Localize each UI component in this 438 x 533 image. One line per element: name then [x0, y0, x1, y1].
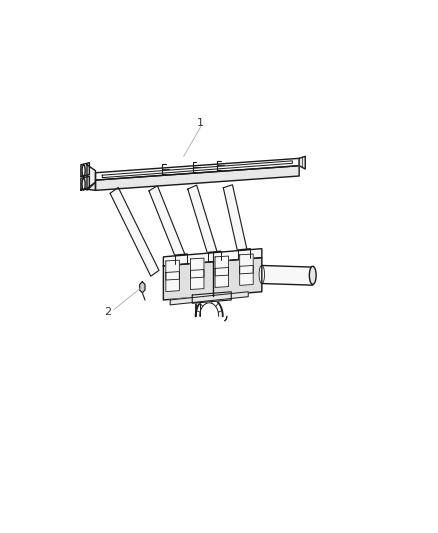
Polygon shape [192, 292, 231, 303]
Polygon shape [170, 292, 248, 305]
Polygon shape [191, 270, 204, 289]
Polygon shape [163, 257, 262, 300]
Polygon shape [140, 281, 145, 293]
Polygon shape [166, 260, 180, 280]
Text: 2: 2 [104, 307, 111, 317]
Polygon shape [215, 268, 229, 287]
Ellipse shape [259, 265, 265, 284]
Ellipse shape [309, 266, 316, 284]
Polygon shape [95, 158, 299, 180]
Polygon shape [191, 258, 204, 278]
Polygon shape [240, 254, 253, 274]
Polygon shape [82, 182, 95, 190]
Polygon shape [95, 166, 299, 190]
Polygon shape [149, 186, 193, 280]
Text: 1: 1 [197, 118, 204, 128]
Polygon shape [166, 272, 180, 292]
Polygon shape [215, 256, 229, 276]
Ellipse shape [82, 165, 85, 176]
Polygon shape [223, 185, 254, 286]
Ellipse shape [82, 179, 85, 190]
Polygon shape [87, 165, 95, 190]
Polygon shape [110, 188, 159, 276]
Polygon shape [188, 185, 226, 284]
Polygon shape [240, 265, 253, 285]
Polygon shape [299, 156, 305, 169]
Polygon shape [163, 248, 262, 266]
Polygon shape [262, 265, 313, 285]
Polygon shape [81, 163, 89, 176]
Polygon shape [81, 176, 89, 190]
